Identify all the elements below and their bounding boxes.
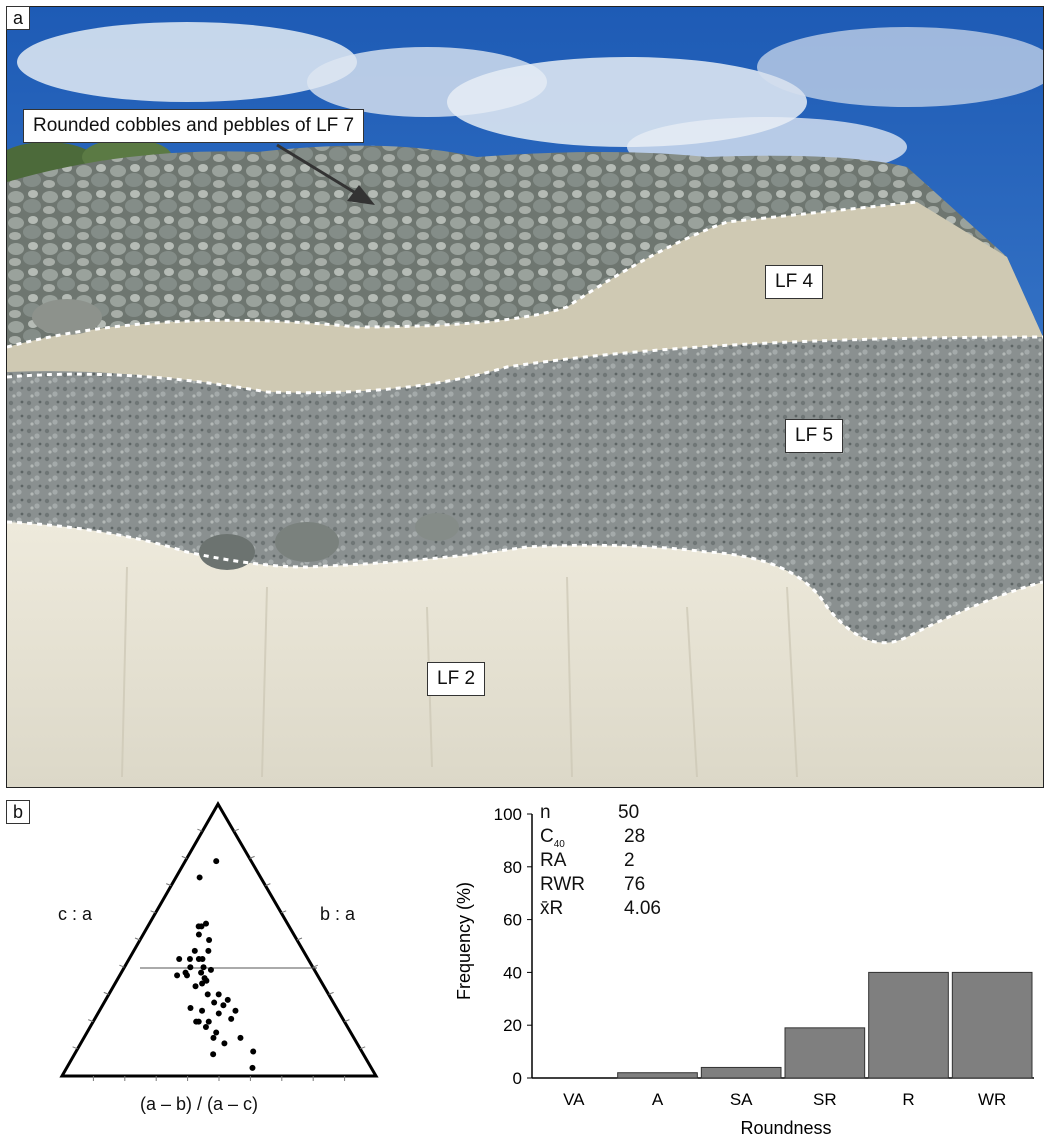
ternary-diagram: c : a b : a (a – b) / (a – c) xyxy=(40,796,420,1126)
ternary-point xyxy=(250,1049,256,1055)
ternary-point xyxy=(203,921,209,927)
callout-lf2: LF 2 xyxy=(427,662,485,696)
y-tick-label: 60 xyxy=(503,911,522,930)
x-tick-label: R xyxy=(902,1090,914,1109)
y-tick-label: 40 xyxy=(503,963,522,982)
callout-lf5: LF 5 xyxy=(785,419,843,453)
ternary-point xyxy=(208,967,214,973)
ternary-point xyxy=(192,948,198,954)
ternary-point xyxy=(176,956,182,962)
ternary-point xyxy=(237,1035,243,1041)
x-tick-label: VA xyxy=(563,1090,585,1109)
ternary-point xyxy=(198,970,204,976)
panel-a-label: a xyxy=(6,6,30,30)
x-axis-label: Roundness xyxy=(740,1118,831,1138)
ternary-point xyxy=(203,1024,209,1030)
x-tick-label: A xyxy=(652,1090,664,1109)
ternary-point xyxy=(206,1019,212,1025)
ternary-point xyxy=(174,972,180,978)
ternary-point xyxy=(213,1029,219,1035)
stat-mean-r-label: x̄R xyxy=(540,898,563,920)
ternary-point xyxy=(193,983,199,989)
ternary-point xyxy=(201,964,207,970)
stat-ra-value: 2 xyxy=(624,850,635,872)
ternary-point xyxy=(203,978,209,984)
stat-mean-r-value: 4.06 xyxy=(624,898,661,920)
stat-c40-value: 28 xyxy=(624,826,645,848)
ternary-point xyxy=(184,972,190,978)
y-tick-label: 100 xyxy=(494,805,522,824)
histogram-bar-r xyxy=(869,972,949,1078)
x-tick-label: SA xyxy=(730,1090,753,1109)
ternary-point xyxy=(216,1010,222,1016)
ternary-point xyxy=(211,1000,217,1006)
stat-c40-main: C xyxy=(540,826,554,847)
callout-lf4: LF 4 xyxy=(765,265,823,299)
ternary-point xyxy=(187,956,193,962)
y-tick-label: 0 xyxy=(513,1069,522,1088)
y-tick-label: 20 xyxy=(503,1016,522,1035)
ternary-point xyxy=(232,1008,238,1014)
x-tick-label: WR xyxy=(978,1090,1006,1109)
stat-n-label: n xyxy=(540,802,551,824)
ternary-frame xyxy=(62,804,376,1076)
ternary-point xyxy=(220,1002,226,1008)
ternary-point xyxy=(196,1019,202,1025)
ternary-point xyxy=(187,964,193,970)
ternary-point xyxy=(213,858,219,864)
stat-rwr-label: RWR xyxy=(540,874,585,896)
ternary-point xyxy=(187,1005,193,1011)
ternary-point xyxy=(206,937,212,943)
ternary-point xyxy=(205,991,211,997)
callout-lf7: Rounded cobbles and pebbles of LF 7 xyxy=(23,109,364,143)
ternary-plot xyxy=(40,796,420,1126)
ternary-point xyxy=(199,956,205,962)
ternary-point xyxy=(210,1035,216,1041)
y-axis-label: Frequency (%) xyxy=(454,882,474,1000)
ternary-point xyxy=(205,948,211,954)
ternary-right-label: b : a xyxy=(320,904,355,925)
ternary-point xyxy=(197,874,203,880)
ternary-left-label: c : a xyxy=(58,904,92,925)
ternary-point xyxy=(249,1065,255,1071)
stat-c40-sub: 40 xyxy=(554,839,565,850)
ternary-point xyxy=(196,932,202,938)
ternary-bottom-label: (a – b) / (a – c) xyxy=(140,1094,258,1115)
outcrop-photo: Rounded cobbles and pebbles of LF 7 LF 4… xyxy=(6,6,1044,788)
ternary-point xyxy=(199,1008,205,1014)
ternary-point xyxy=(210,1051,216,1057)
ternary-point xyxy=(221,1040,227,1046)
roundness-histogram: 0 20 40 60 80 100 VA A SA SR R WR Frequency (%) Rou… xyxy=(440,796,1040,1140)
histogram-bar-sa xyxy=(701,1067,781,1078)
stat-rwr-value: 76 xyxy=(624,874,645,896)
y-tick-label: 80 xyxy=(503,858,522,877)
ternary-point xyxy=(225,997,231,1003)
stat-n-value: 50 xyxy=(618,802,639,824)
ternary-point xyxy=(196,923,202,929)
stat-c40-label: C40 xyxy=(540,826,565,850)
panel-b-label: b xyxy=(6,800,30,824)
histogram-bar-sr xyxy=(785,1028,865,1078)
histogram-bar-wr xyxy=(952,972,1032,1078)
histogram-bar-a xyxy=(618,1073,698,1078)
stat-ra-label: RA xyxy=(540,850,566,872)
x-tick-label: SR xyxy=(813,1090,837,1109)
ternary-point xyxy=(228,1016,234,1022)
ternary-point xyxy=(216,991,222,997)
